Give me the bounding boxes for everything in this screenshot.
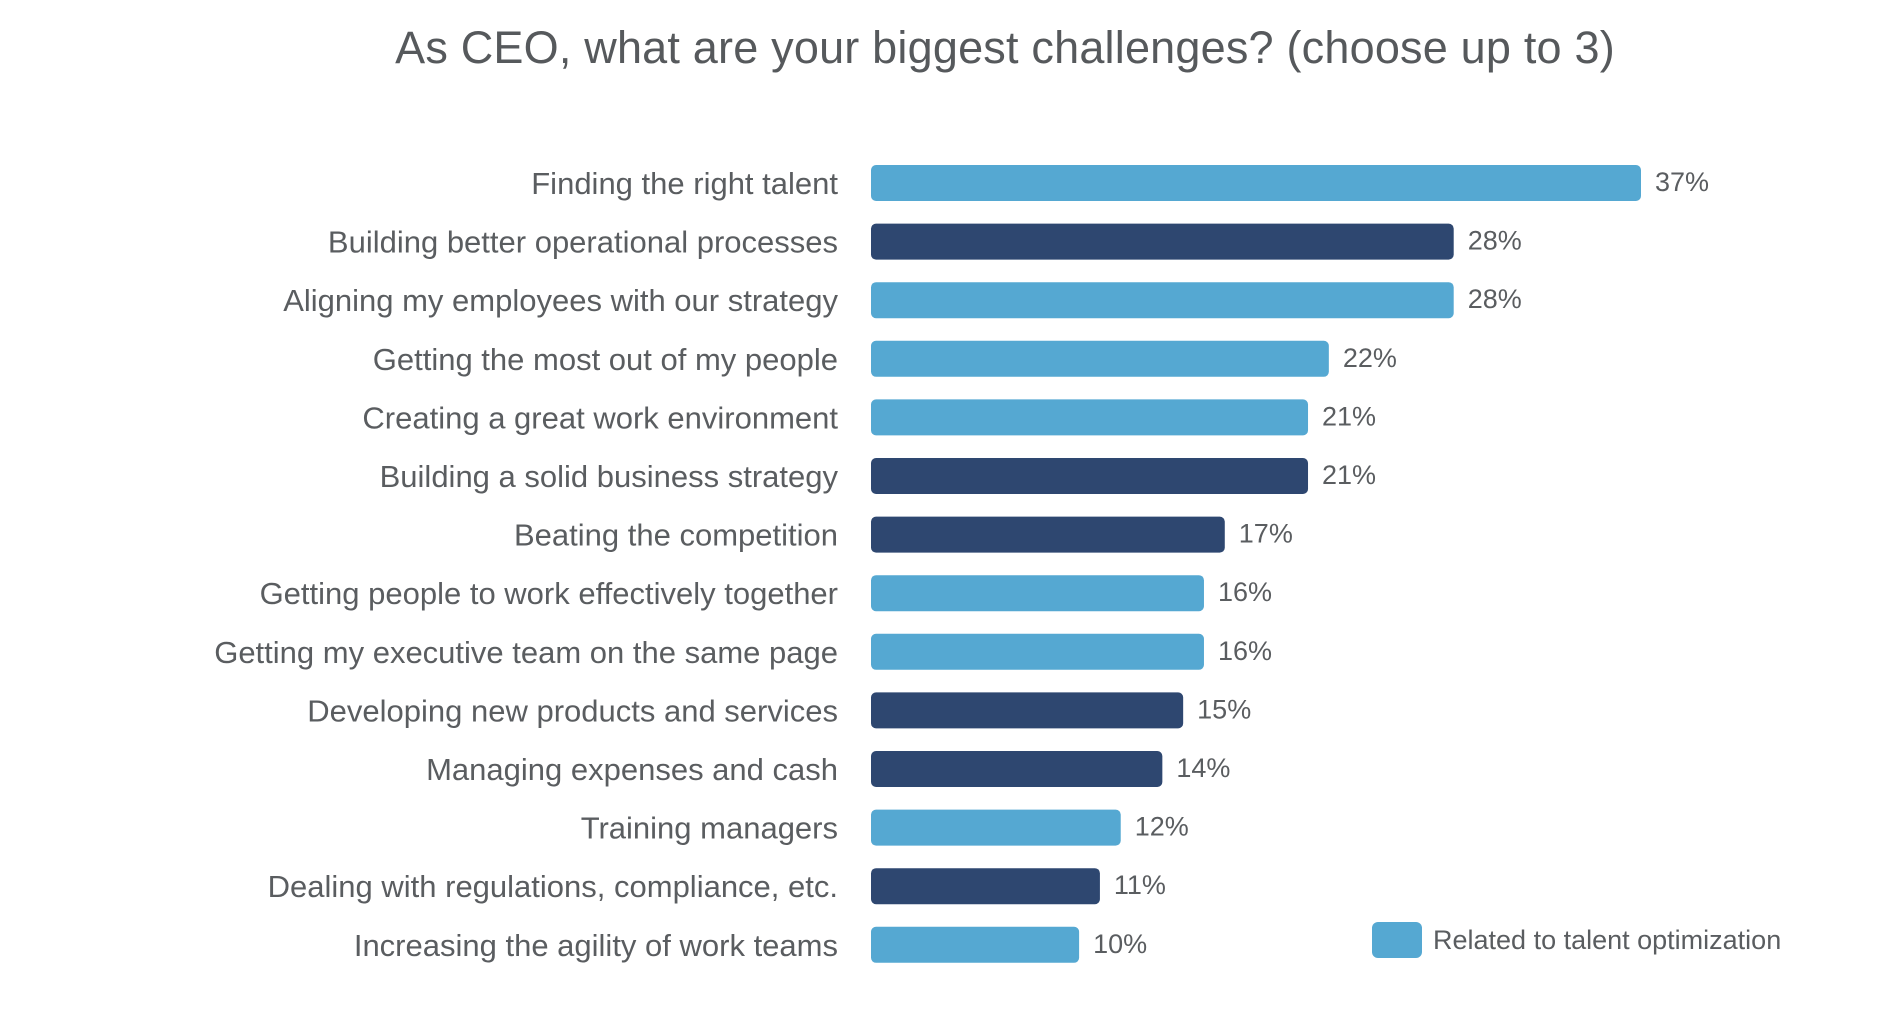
bar xyxy=(871,340,1329,377)
value-label: 28% xyxy=(1468,226,1522,256)
category-label: Creating a great work environment xyxy=(362,400,838,435)
category-label: Developing new products and services xyxy=(307,693,838,728)
bar xyxy=(871,223,1454,260)
category-label: Managing expenses and cash xyxy=(426,752,838,787)
category-label: Aligning my employees with our strategy xyxy=(283,283,838,318)
bar xyxy=(871,165,1641,201)
bar xyxy=(871,751,1163,787)
bar xyxy=(871,926,1080,963)
value-label: 15% xyxy=(1197,694,1251,724)
category-label: Training managers xyxy=(581,811,838,846)
category-label: Dealing with regulations, compliance, et… xyxy=(268,869,838,904)
bar xyxy=(871,282,1454,319)
category-label: Building a solid business strategy xyxy=(380,459,839,494)
value-label: 10% xyxy=(1093,929,1147,959)
category-label: Getting my executive team on the same pa… xyxy=(214,635,838,670)
value-label: 21% xyxy=(1322,401,1376,431)
value-label: 12% xyxy=(1135,812,1189,842)
bar xyxy=(871,516,1225,553)
bar xyxy=(871,399,1309,436)
category-label: Increasing the agility of work teams xyxy=(354,928,838,963)
value-label: 22% xyxy=(1343,343,1397,373)
value-label: 16% xyxy=(1218,577,1272,607)
chart-title: As CEO, what are your biggest challenges… xyxy=(395,22,1615,73)
legend-label: Related to talent optimization xyxy=(1433,924,1782,955)
category-label: Finding the right talent xyxy=(531,166,838,201)
category-label: Beating the competition xyxy=(514,518,838,553)
category-label: Building better operational processes xyxy=(328,225,838,260)
bar xyxy=(871,458,1309,494)
value-label: 16% xyxy=(1218,636,1272,666)
bar xyxy=(871,868,1100,905)
value-label: 14% xyxy=(1176,753,1230,783)
legend: Related to talent optimization xyxy=(1372,922,1781,958)
bar xyxy=(871,809,1121,846)
value-label: 17% xyxy=(1239,519,1293,549)
legend-swatch xyxy=(1372,922,1422,958)
value-label: 28% xyxy=(1468,284,1522,314)
category-label: Getting the most out of my people xyxy=(373,342,838,377)
bar xyxy=(871,575,1204,612)
bar xyxy=(871,692,1184,729)
value-label: 11% xyxy=(1114,870,1166,900)
value-label: 21% xyxy=(1322,460,1376,490)
category-label: Getting people to work effectively toget… xyxy=(260,576,838,611)
value-label: 37% xyxy=(1655,167,1709,197)
bar xyxy=(871,633,1204,670)
